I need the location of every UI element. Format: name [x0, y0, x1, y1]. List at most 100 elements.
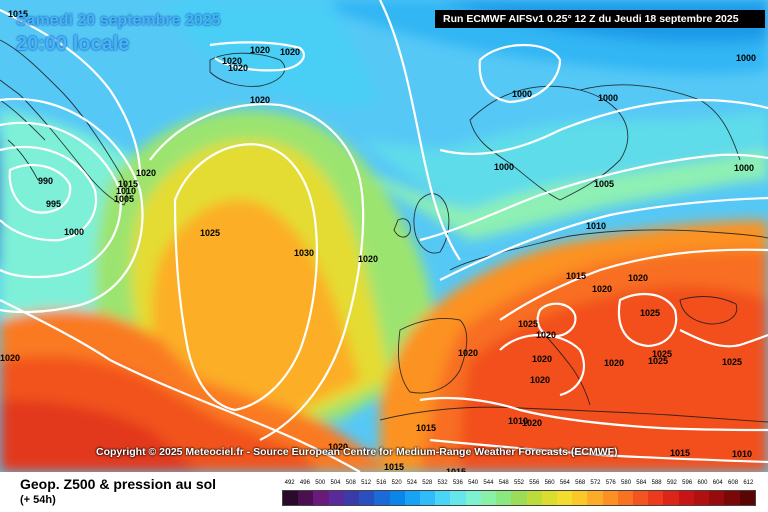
scale-swatch: [511, 491, 527, 505]
isobar-label: 1025: [200, 228, 220, 238]
scale-label: 536: [452, 480, 463, 486]
copyright-notice: Copyright © 2025 Meteociel.fr - Source E…: [96, 446, 618, 458]
scale-label: 540: [468, 480, 479, 486]
scale-swatch: [450, 491, 466, 505]
scale-label: 500: [315, 480, 326, 486]
isobar-label: 1025: [652, 349, 672, 359]
scale-label: 612: [743, 480, 754, 486]
isobar-label: 1000: [64, 227, 84, 237]
isobar-label: 1020: [136, 168, 156, 178]
isobar-label: 1015: [8, 9, 28, 19]
isobar-label: 1025: [722, 357, 742, 367]
scale-swatch: [343, 491, 360, 505]
isobar-label: 1010: [732, 449, 752, 459]
isobar-label: 1020: [628, 273, 648, 283]
scale-swatch: [739, 491, 755, 505]
isobar-label: 1020: [228, 63, 248, 73]
scale-swatch: [419, 491, 436, 505]
scale-label: 496: [299, 480, 310, 486]
isobar-label: 1020: [532, 354, 552, 364]
isobar-label: 1015: [446, 467, 466, 472]
isobar-label: 1020: [280, 47, 300, 57]
forecast-date: Samedi 20 septembre 2025: [16, 12, 221, 29]
legend-subtitle: (+ 54h): [20, 494, 56, 506]
scale-label: 552: [513, 480, 525, 486]
scale-swatch: [556, 491, 573, 505]
scale-swatch: [587, 491, 603, 505]
z500-color-field: [0, 0, 768, 472]
legend-title: Geop. Z500 & pression au sol: [20, 476, 217, 492]
isobar-label: 1020: [222, 56, 242, 66]
scale-swatch: [389, 491, 405, 505]
scale-label: 576: [605, 480, 616, 486]
isobar-label: 1020: [358, 254, 378, 264]
isobar-label: 1005: [594, 179, 614, 189]
isobar-label: 1015: [566, 271, 586, 281]
scale-swatch: [435, 491, 451, 505]
isobar-lines: [0, 0, 768, 472]
isobar-label: 1000: [598, 93, 618, 103]
scale-swatch: [283, 491, 299, 505]
scale-label: 544: [483, 480, 494, 486]
isobar-label: 1020: [0, 353, 20, 363]
scale-swatch: [693, 491, 710, 505]
scale-label: 508: [345, 480, 356, 486]
scale-swatch: [678, 491, 694, 505]
isobar-label: 1000: [512, 89, 532, 99]
scale-label: 492: [284, 480, 295, 486]
isobar-label: 1020: [458, 348, 478, 358]
scale-label: 584: [636, 480, 647, 486]
isobar-label: 990: [38, 176, 53, 186]
scale-label: 604: [712, 480, 723, 486]
scale-swatch: [328, 491, 344, 505]
scale-label: 560: [544, 480, 555, 486]
scale-label: 516: [376, 480, 387, 486]
scale-swatch: [572, 491, 588, 505]
isobar-label: 1020: [530, 375, 550, 385]
scale-swatch: [663, 491, 679, 505]
scale-label: 588: [651, 480, 662, 486]
scale-swatch: [465, 491, 481, 505]
scale-label: 548: [498, 480, 509, 486]
isobar-label: 1015: [416, 423, 436, 433]
scale-swatch: [313, 491, 329, 505]
isobar-label: 995: [46, 199, 61, 209]
scale-label: 524: [406, 480, 417, 486]
scale-swatch: [602, 491, 618, 505]
isobar-label: 1020: [328, 442, 348, 452]
scale-label: 520: [391, 480, 402, 486]
scale-label: 504: [330, 480, 341, 486]
scale-swatch: [633, 491, 649, 505]
scale-label: 532: [437, 480, 448, 486]
scale-label: 564: [559, 480, 570, 486]
scale-swatch: [374, 491, 390, 505]
isobar-label: 1025: [648, 356, 668, 366]
color-scale-bar: [282, 490, 756, 506]
scale-label: 572: [590, 480, 601, 486]
scale-label: 608: [728, 480, 739, 486]
coastlines: [0, 39, 768, 423]
scale-label: 580: [621, 480, 632, 486]
isobar-label: 1020: [250, 95, 270, 105]
isobar-label: 1025: [640, 308, 660, 318]
isobar-label: 1015: [118, 179, 138, 189]
scale-swatch: [709, 491, 725, 505]
scale-label: 556: [529, 480, 540, 486]
isobar-label: 1000: [494, 162, 514, 172]
isobar-label: 1025: [518, 319, 538, 329]
scale-label: 512: [361, 480, 372, 486]
isobar-label: 1020: [592, 284, 612, 294]
model-run-banner: Run ECMWF AIFSv1 0.25° 12 Z du Jeudi 18 …: [435, 10, 765, 28]
isobar-label: 1000: [734, 163, 754, 173]
scale-swatch: [298, 491, 314, 505]
isobar-label: 1000: [736, 53, 756, 63]
scale-label: 592: [666, 480, 677, 486]
forecast-time: 20:00 locale: [16, 33, 130, 55]
scale-swatch: [480, 491, 497, 505]
scale-label: 528: [422, 480, 433, 486]
isobar-label: 1020: [536, 330, 556, 340]
scale-swatch: [541, 491, 557, 505]
color-scale-labels: 492 496 500 504 508 512 516 520 524 528 532 536 540 5…: [282, 480, 756, 490]
